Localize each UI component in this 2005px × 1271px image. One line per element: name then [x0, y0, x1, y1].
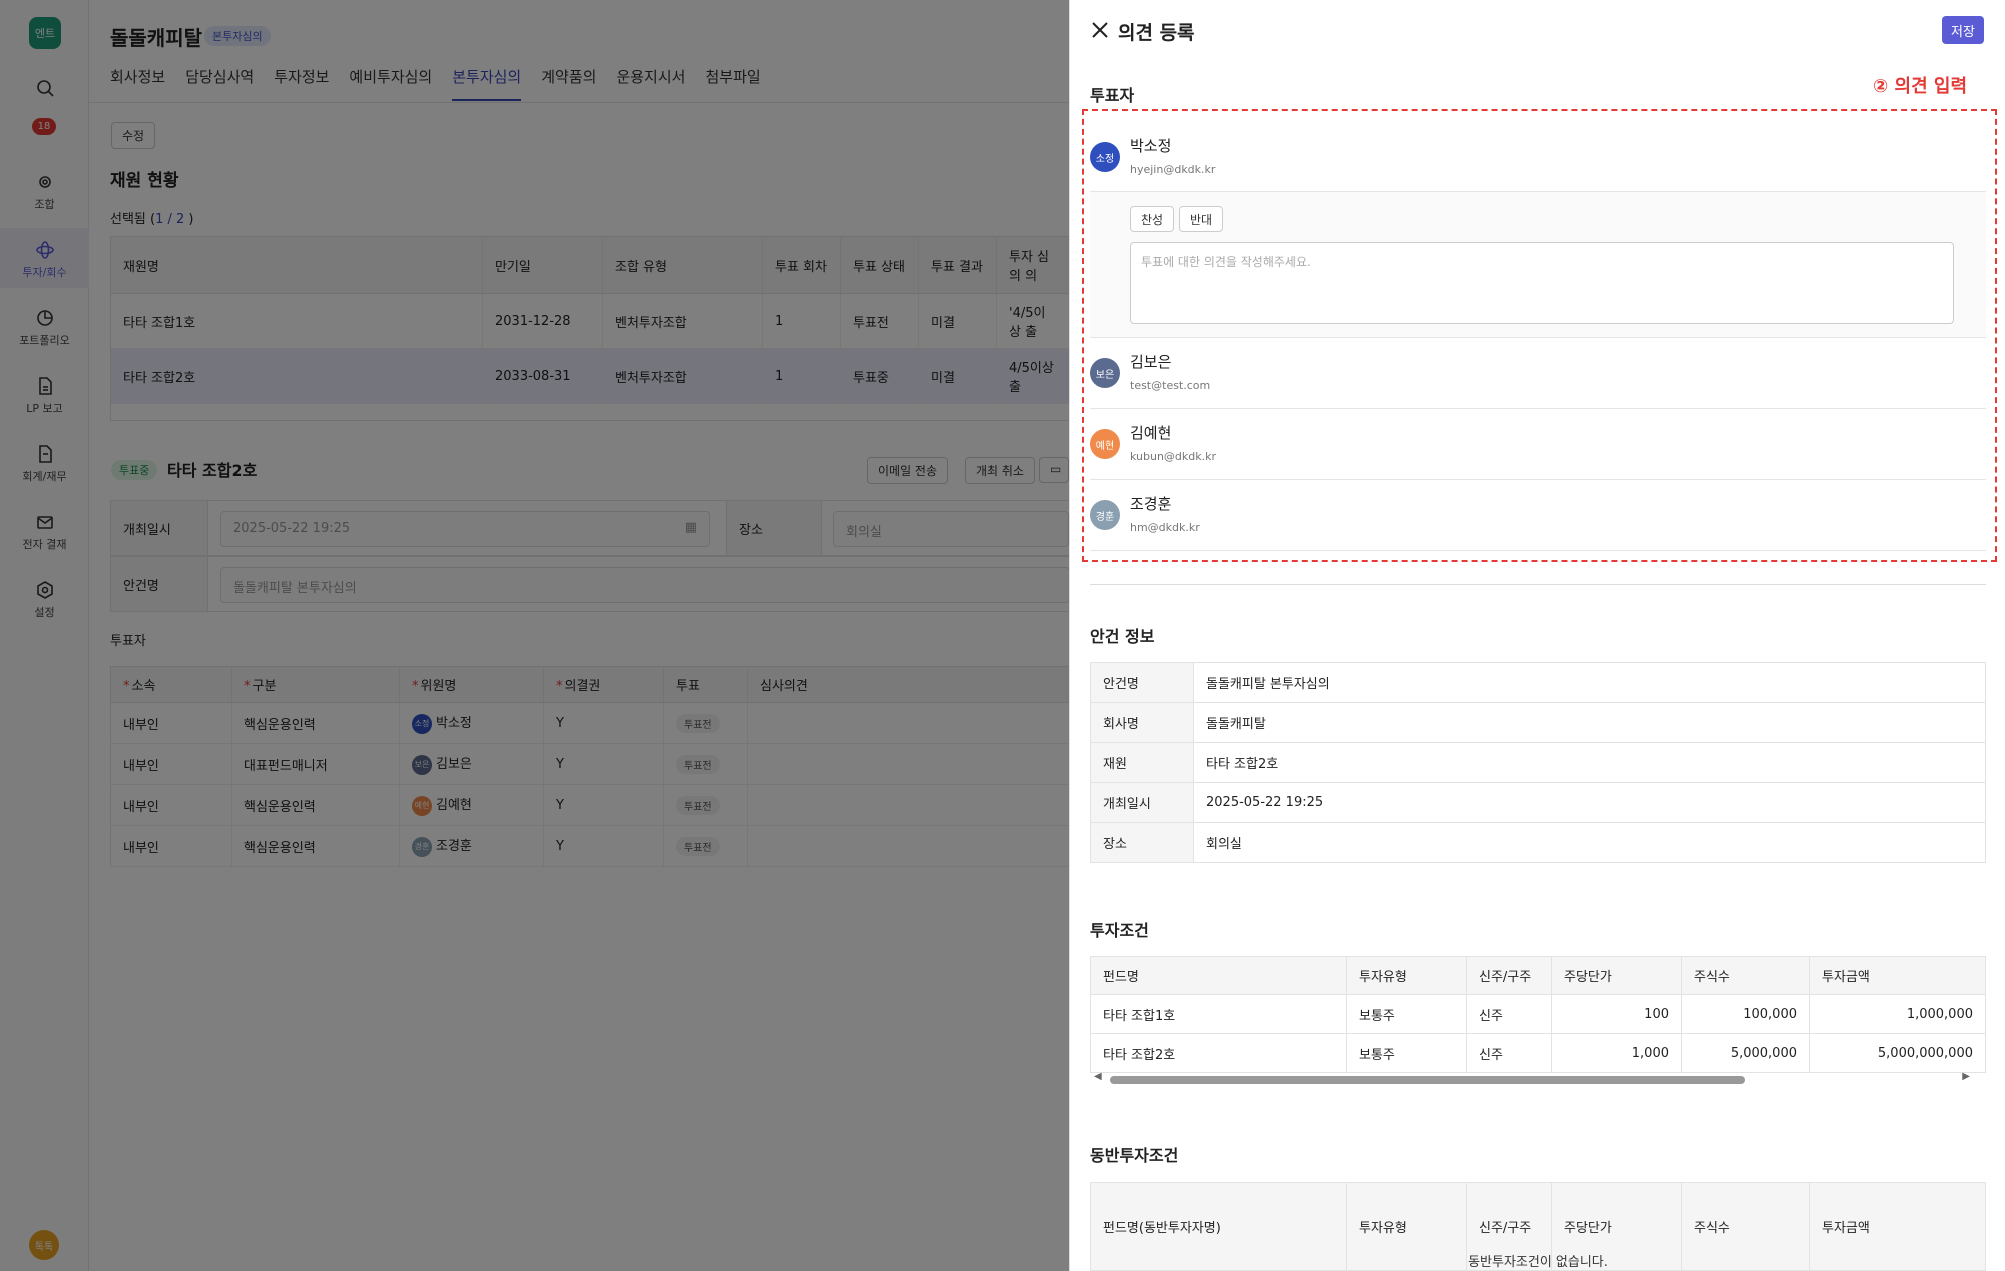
terms-title: 투자조건	[1090, 921, 1149, 940]
table-cell: 1,000	[1551, 1033, 1682, 1072]
voter-name: 조경훈	[1130, 495, 1172, 513]
info-value: 타타 조합2호	[1193, 742, 1986, 783]
voters-section-title: 투표자	[1090, 86, 1135, 105]
voter-name: 박소정	[1130, 137, 1172, 155]
table-cell: 타타 조합2호	[1091, 1033, 1347, 1072]
voter-item[interactable]: 경훈 조경훈 hm@dkdk.kr	[1090, 480, 1986, 551]
table-cell: 신주	[1466, 1033, 1552, 1072]
reject-button[interactable]: 반대	[1179, 206, 1224, 232]
column-header: 주식수	[1681, 1183, 1810, 1270]
terms-table: 펀드명 투자유형 신주/구주 주당단가 주식수 투자금액 타타 조합1호 보통주…	[1090, 956, 1986, 1073]
scrollbar-thumb[interactable]	[1110, 1076, 1745, 1084]
voter-email: hyejin@dkdk.kr	[1130, 163, 1216, 176]
voter-name: 김보은	[1130, 353, 1172, 371]
section-divider	[1090, 584, 1986, 585]
info-value: 회의실	[1193, 822, 1986, 863]
table-cell: 보통주	[1346, 1033, 1467, 1072]
table-row: 타타 조합2호 보통주 신주 1,000 5,000,000 5,000,000…	[1091, 1033, 1985, 1072]
opinion-panel: 의견 등록 저장 투표자 ② 의견 입력 소정 박소정 hyejin@dkdk.…	[1069, 0, 2005, 1271]
column-header: 신주/구주	[1466, 1183, 1552, 1270]
column-header: 신주/구주	[1466, 957, 1552, 995]
opinion-textarea[interactable]: 투표에 대한 의견을 작성해주세요.	[1130, 242, 1954, 324]
approve-button[interactable]: 찬성	[1130, 206, 1175, 232]
annotation-label: ② 의견 입력	[1873, 76, 1968, 97]
table-cell: 보통주	[1346, 994, 1467, 1034]
table-cell: 100,000	[1681, 994, 1810, 1034]
table-row: 장소 회의실	[1090, 822, 1986, 863]
table-cell: 5,000,000,000	[1809, 1033, 1985, 1072]
voter-email: test@test.com	[1130, 379, 1211, 392]
column-header: 투자유형	[1346, 957, 1467, 995]
voter-item[interactable]: 보은 김보은 test@test.com	[1090, 338, 1986, 409]
info-label: 회사명	[1090, 702, 1194, 743]
info-label: 안건명	[1090, 662, 1194, 703]
table-row: 안건명 돌돌캐피탈 본투자심의	[1090, 662, 1986, 703]
column-header: 주당단가	[1551, 1183, 1682, 1270]
annotation-box	[1082, 109, 1997, 562]
info-label: 재원	[1090, 742, 1194, 783]
column-header: 주식수	[1681, 957, 1810, 995]
horizontal-scrollbar[interactable]: ◀ ▶	[1090, 1071, 1986, 1087]
voter-email: kubun@dkdk.kr	[1130, 450, 1217, 463]
column-header: 투자금액	[1809, 957, 1985, 995]
table-row: 타타 조합1호 보통주 신주 100 100,000 1,000,000	[1091, 994, 1985, 1034]
table-row: 회사명 돌돌캐피탈	[1090, 702, 1986, 743]
voter-name: 김예현	[1130, 424, 1172, 442]
terms-table-header: 펀드명 투자유형 신주/구주 주당단가 주식수 투자금액	[1091, 957, 1985, 995]
table-cell: 신주	[1466, 994, 1552, 1034]
column-header: 펀드명	[1091, 957, 1347, 995]
co-table-header: 펀드명(동반투자자명) 투자유형 신주/구주 주당단가 주식수 투자금액	[1091, 1183, 1985, 1270]
scroll-right-icon[interactable]: ▶	[1962, 1071, 1970, 1082]
column-header: 투자유형	[1346, 1183, 1467, 1270]
agenda-info-table: 안건명 돌돌캐피탈 본투자심의 회사명 돌돌캐피탈 재원 타타 조합2호 개최일시 20…	[1090, 662, 1986, 863]
scroll-left-icon[interactable]: ◀	[1094, 1071, 1102, 1082]
close-icon[interactable]	[1090, 20, 1110, 40]
table-row: 개최일시 2025-05-22 19:25	[1090, 782, 1986, 823]
column-header: 주당단가	[1551, 957, 1682, 995]
info-value: 2025-05-22 19:25	[1193, 782, 1986, 823]
avatar: 소정	[1090, 142, 1120, 172]
avatar: 보은	[1090, 358, 1120, 388]
info-label: 장소	[1090, 822, 1194, 863]
save-button[interactable]: 저장	[1942, 16, 1984, 44]
table-cell: 5,000,000	[1681, 1033, 1810, 1072]
column-header: 투자금액	[1809, 1183, 1985, 1270]
table-cell: 100	[1551, 994, 1682, 1034]
modal-backdrop[interactable]	[0, 0, 1069, 1271]
info-value: 돌돌캐피탈	[1193, 702, 1986, 743]
info-value: 돌돌캐피탈 본투자심의	[1193, 662, 1986, 703]
voter-item[interactable]: 예현 김예현 kubun@dkdk.kr	[1090, 409, 1986, 480]
voter-item[interactable]: 소정 박소정 hyejin@dkdk.kr	[1090, 122, 1986, 192]
avatar: 경훈	[1090, 500, 1120, 530]
panel-title: 의견 등록	[1118, 22, 1195, 44]
avatar: 예현	[1090, 429, 1120, 459]
vote-input-area: 찬성 반대 투표에 대한 의견을 작성해주세요.	[1090, 192, 1986, 338]
co-investment-title: 동반투자조건	[1090, 1146, 1179, 1165]
empty-message: 동반투자조건이 없습니다.	[1468, 1255, 1608, 1270]
table-row: 재원 타타 조합2호	[1090, 742, 1986, 783]
table-cell: 1,000,000	[1809, 994, 1985, 1034]
column-header: 펀드명(동반투자자명)	[1091, 1183, 1347, 1270]
agenda-info-title: 안건 정보	[1090, 627, 1155, 646]
table-cell: 타타 조합1호	[1091, 994, 1347, 1034]
info-label: 개최일시	[1090, 782, 1194, 823]
voter-email: hm@dkdk.kr	[1130, 521, 1200, 534]
